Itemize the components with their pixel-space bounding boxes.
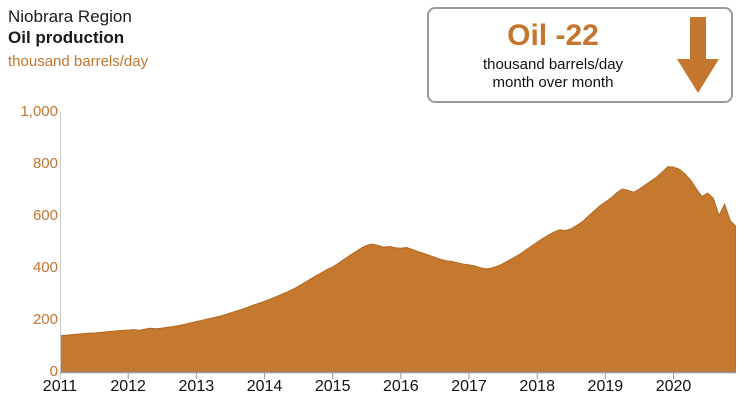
area-chart-svg xyxy=(59,112,737,379)
x-tick-label: 2017 xyxy=(451,378,487,395)
x-tick-label: 2012 xyxy=(110,378,146,395)
y-tick-label: 400 xyxy=(32,259,58,276)
metric-title: Oil production xyxy=(8,28,125,48)
production-area-chart xyxy=(59,112,737,382)
y-tick-label: 1,000 xyxy=(20,103,58,120)
y-tick-label: 800 xyxy=(32,155,58,172)
y-tick-label: 0 xyxy=(49,363,58,380)
area-series xyxy=(59,166,737,373)
x-tick-label: 2011 xyxy=(42,378,78,395)
change-callout-box: Oil -22 thousand barrels/day month over … xyxy=(427,7,733,103)
x-axis-ticks xyxy=(59,372,674,379)
x-tick-label: 2018 xyxy=(519,378,555,395)
change-callout-text: Oil -22 thousand barrels/day month over … xyxy=(435,18,671,92)
change-units-label: thousand barrels/day xyxy=(482,56,624,73)
change-period-label: month over month xyxy=(492,74,614,91)
change-headline: Oil -22 xyxy=(507,19,599,52)
x-tick-label: 2020 xyxy=(655,378,692,395)
chart-header: Niobrara Region Oil production thousand … xyxy=(8,6,148,71)
x-tick-label: 2016 xyxy=(383,378,419,395)
y-tick-label: 200 xyxy=(32,311,58,328)
x-tick-label: 2013 xyxy=(178,378,215,395)
x-tick-label: 2014 xyxy=(246,378,283,395)
region-title: Niobrara Region xyxy=(8,7,132,26)
x-tick-label: 2019 xyxy=(587,378,624,395)
x-tick-label: 2015 xyxy=(314,378,351,395)
arrow-down-icon xyxy=(677,17,719,93)
y-tick-label: 600 xyxy=(32,207,58,224)
units-label: thousand barrels/day xyxy=(8,52,149,70)
